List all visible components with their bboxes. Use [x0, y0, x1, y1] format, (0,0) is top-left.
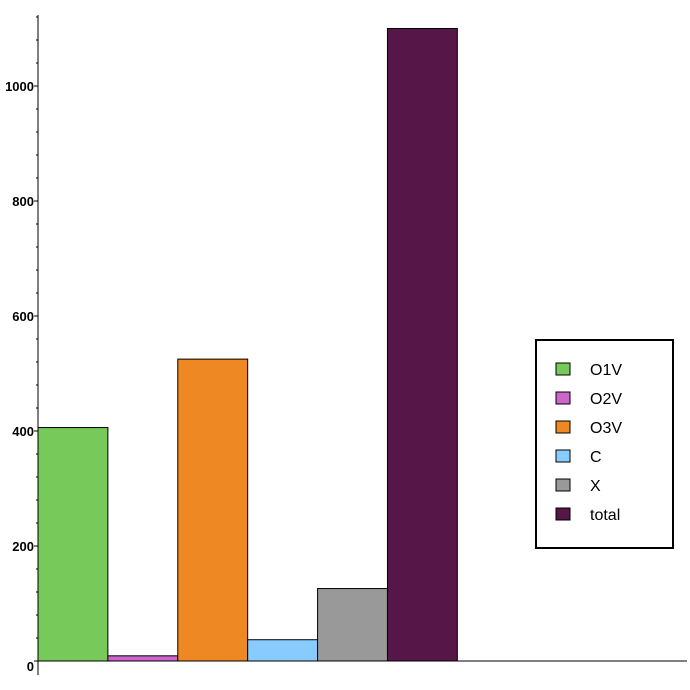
y-tick-label: 600	[12, 309, 34, 324]
legend-swatch-o1v	[555, 362, 571, 376]
legend-label-o2v: O2V	[590, 391, 622, 408]
bar-o3v	[177, 358, 249, 662]
legend-label-o1v: O1V	[590, 362, 622, 379]
y-tick-label: 0	[27, 659, 34, 674]
bars-group	[37, 28, 458, 662]
y-tick-label: 1000	[5, 79, 34, 94]
y-tick-label: 800	[12, 194, 34, 209]
legend-swatch-o2v	[555, 391, 571, 405]
bar-o2v	[107, 655, 179, 662]
bar-o1v	[37, 427, 109, 662]
legend-label-total: total	[590, 507, 620, 524]
bar-x	[317, 588, 388, 662]
axes-group: 0 200 400 600 800 1000	[5, 15, 687, 675]
legend-swatch-c	[555, 449, 571, 463]
bar-c	[247, 639, 319, 662]
legend-label-o3v: O3V	[590, 420, 622, 437]
legend-swatch-total	[555, 507, 571, 521]
legend-label-x: X	[590, 478, 601, 495]
y-tick-label: 200	[12, 539, 34, 554]
y-tick-label: 400	[12, 424, 34, 439]
legend-label-c: C	[590, 449, 602, 466]
legend-swatch-o3v	[555, 420, 571, 434]
legend-swatch-x	[555, 478, 571, 492]
bar-total	[386, 28, 458, 662]
